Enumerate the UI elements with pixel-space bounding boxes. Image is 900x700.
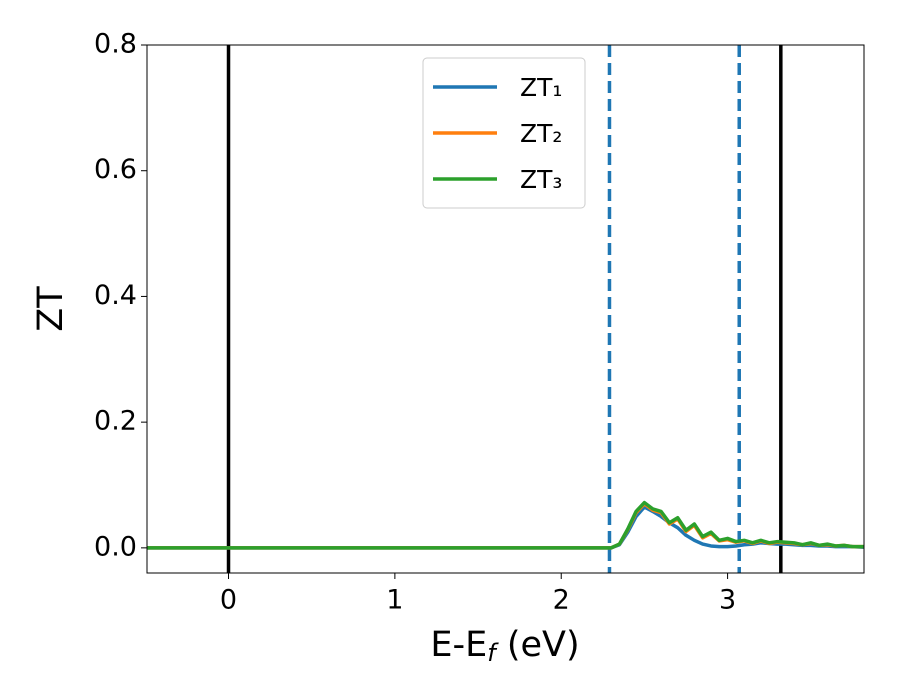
y-tick-label: 0.0 bbox=[94, 531, 137, 562]
legend-label: ZT₃ bbox=[520, 165, 562, 194]
y-tick-label: 0.2 bbox=[94, 406, 137, 437]
legend-label: ZT₁ bbox=[520, 73, 562, 102]
y-tick-label: 0.4 bbox=[94, 280, 137, 311]
x-label-unit: (eV) bbox=[496, 625, 580, 665]
x-label-main: E-E bbox=[430, 625, 487, 665]
x-axis-label: E-Ef (eV) bbox=[430, 625, 579, 667]
y-tick-label: 0.8 bbox=[94, 29, 137, 60]
series-line bbox=[147, 500, 864, 550]
y-axis-label: ZT bbox=[31, 286, 71, 332]
x-tick-label: 2 bbox=[553, 585, 570, 616]
x-tick-label: 1 bbox=[386, 585, 403, 616]
y-tick-label: 0.6 bbox=[94, 154, 137, 185]
legend-box bbox=[422, 57, 586, 209]
legend-label: ZT₂ bbox=[520, 119, 562, 148]
plot-frame bbox=[146, 44, 865, 574]
x-tick-label: 0 bbox=[220, 585, 237, 616]
x-tick-label: 3 bbox=[719, 585, 736, 616]
